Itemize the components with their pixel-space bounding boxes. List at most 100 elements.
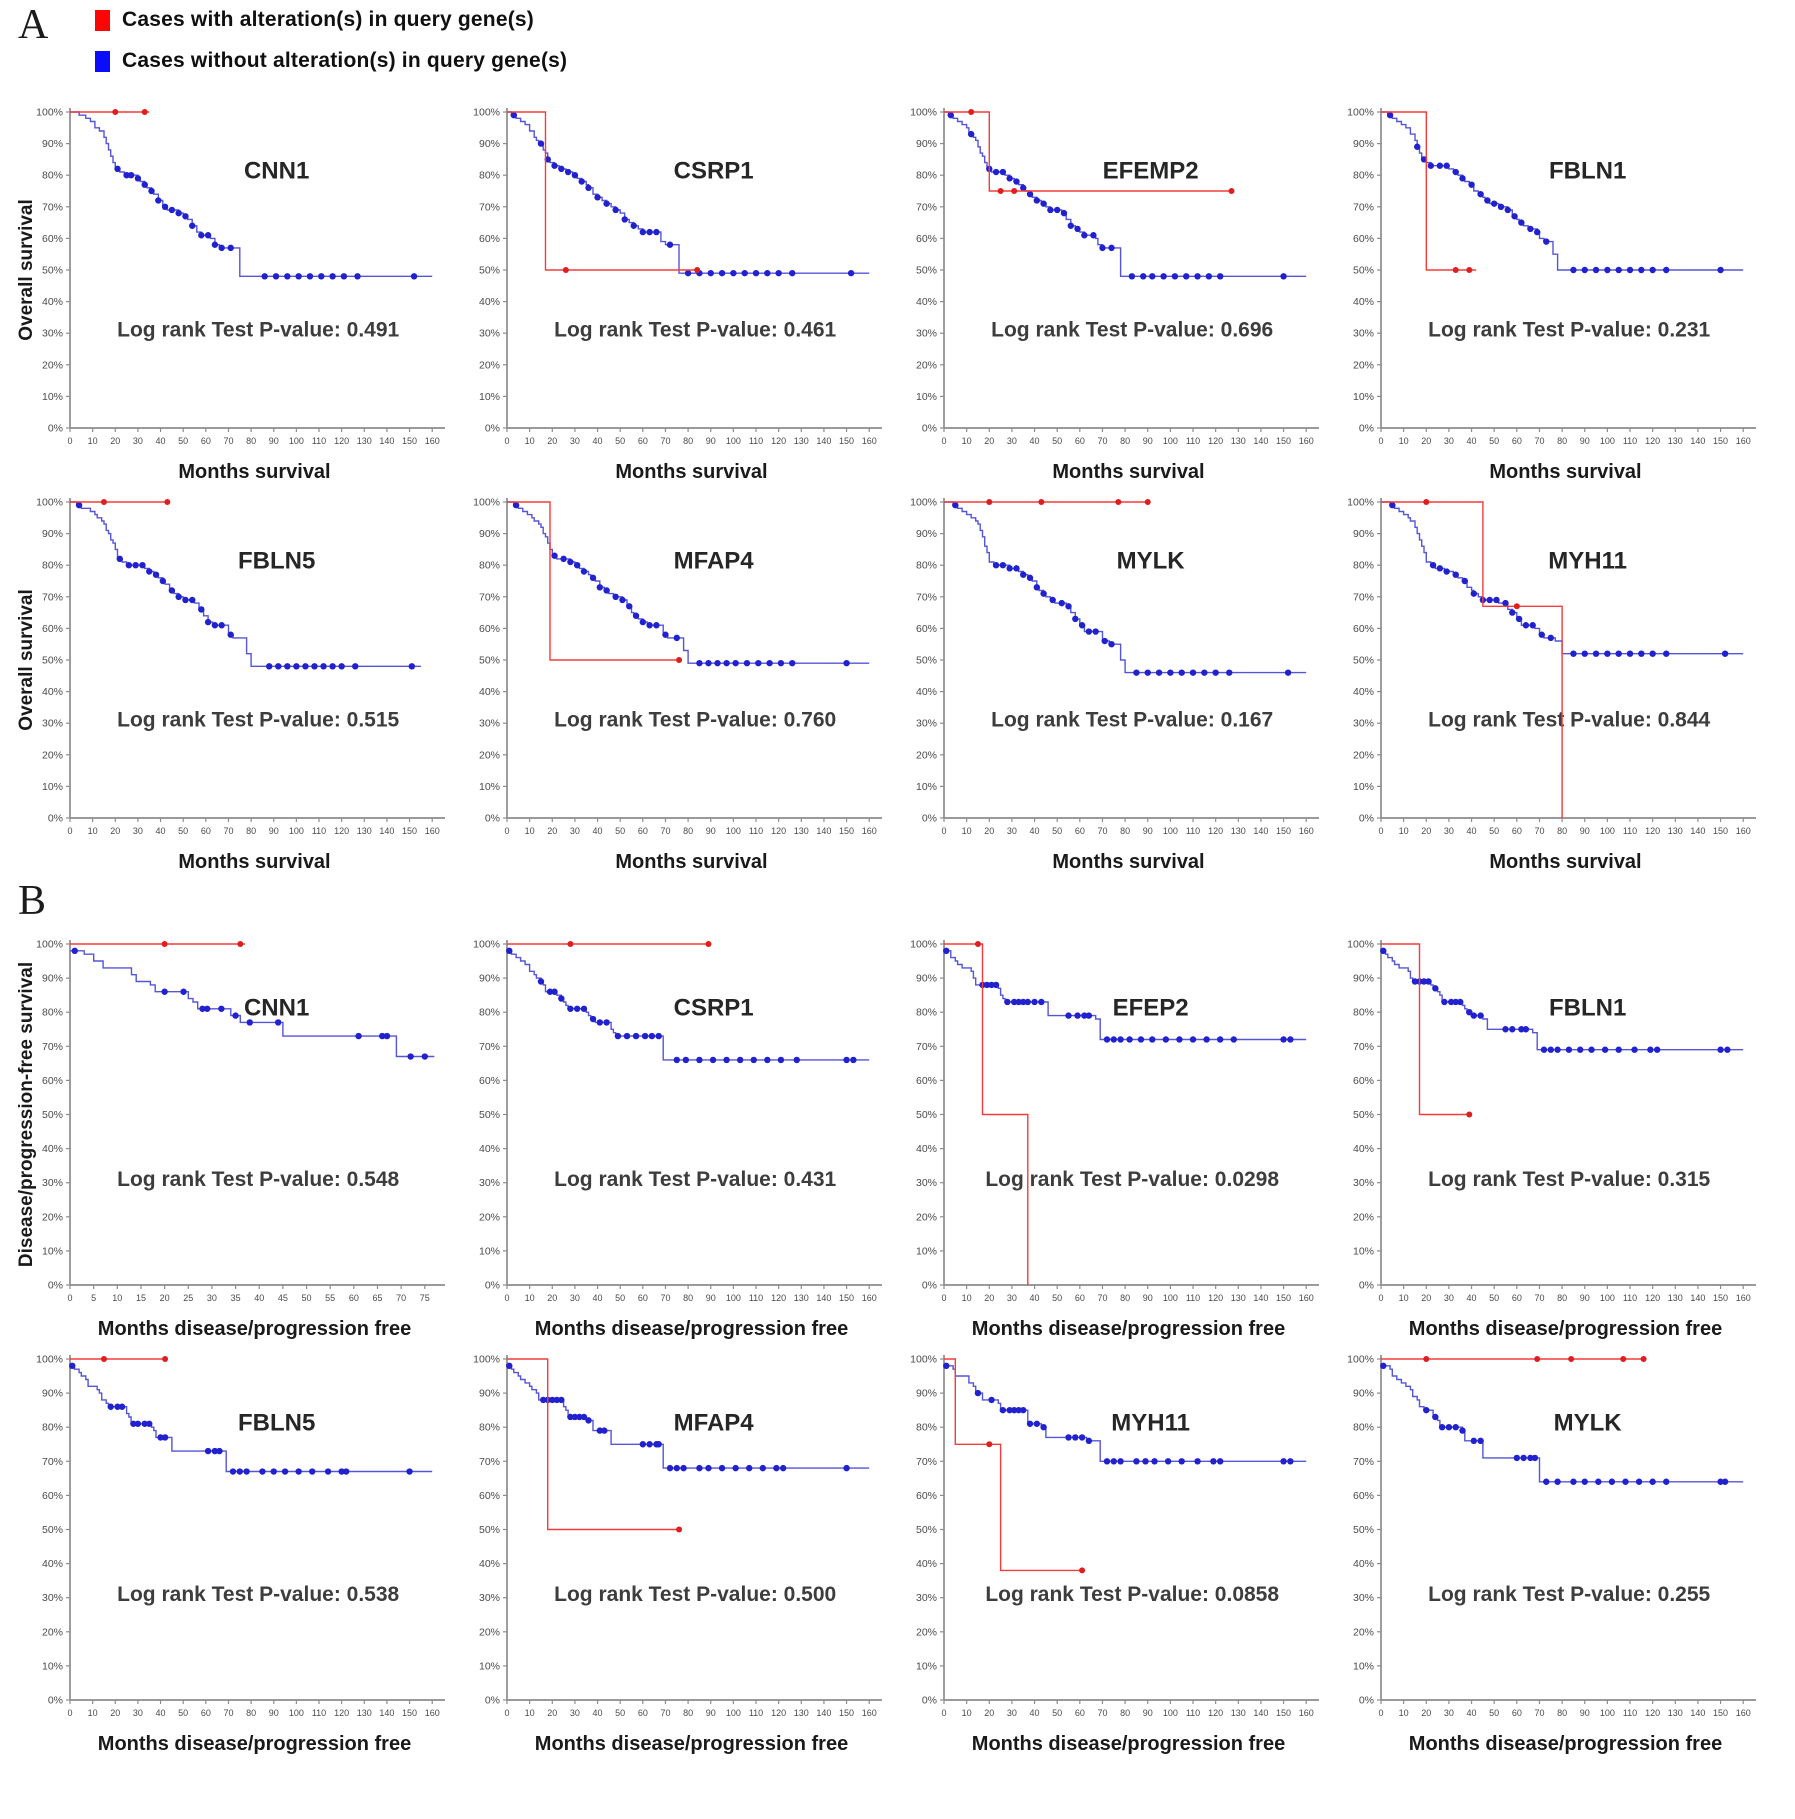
censor-marker-blue xyxy=(118,1403,126,1410)
x-axis-title: Months survival xyxy=(1052,851,1204,873)
x-axis-title: Months survival xyxy=(178,851,330,873)
censor-marker-blue xyxy=(714,659,721,667)
y-tick-label: 20% xyxy=(916,1626,937,1638)
x-tick-label: 50 xyxy=(1489,436,1499,446)
censor-marker-blue xyxy=(512,501,520,509)
x-tick-label: 50 xyxy=(615,826,625,836)
censor-marker-blue xyxy=(232,1012,239,1019)
x-tick-label: 80 xyxy=(1557,1293,1567,1303)
x-tick-label: 10 xyxy=(1399,1708,1409,1718)
censor-marker-blue xyxy=(705,659,712,667)
censor-marker-blue xyxy=(1090,232,1097,239)
km-curve-blue xyxy=(1381,111,1744,271)
x-tick-label: 160 xyxy=(1299,826,1314,836)
x-axis-title: Months disease/progression free xyxy=(972,1318,1285,1340)
y-tick-label: 20% xyxy=(1353,749,1374,761)
x-tick-label: 50 xyxy=(1052,1708,1062,1718)
x-tick-label: 100 xyxy=(1163,1708,1178,1718)
x-tick-label: 10 xyxy=(525,1293,535,1303)
censor-marker-blue xyxy=(1210,1458,1217,1465)
y-tick-label: 50% xyxy=(479,1109,500,1121)
censor-marker-blue xyxy=(180,988,187,995)
censor-marker-blue xyxy=(558,165,565,173)
censor-marker-blue xyxy=(641,1032,649,1040)
censor-marker-blue xyxy=(1608,1478,1616,1485)
y-tick-label: 60% xyxy=(479,623,500,635)
censor-marker-blue xyxy=(576,1413,583,1421)
censor-marker-blue xyxy=(775,269,782,277)
y-tick-label: 0% xyxy=(48,813,63,825)
y-tick-label: 90% xyxy=(42,138,63,150)
x-tick-label: 60 xyxy=(1512,1293,1522,1303)
censor-marker-blue xyxy=(338,663,345,670)
censor-marker-blue xyxy=(1547,1046,1554,1053)
censor-marker-blue xyxy=(218,622,225,629)
x-tick-label: 70 xyxy=(1097,826,1107,836)
y-tick-label: 10% xyxy=(916,1660,937,1672)
censor-marker-blue xyxy=(1020,998,1027,1006)
censor-marker-blue xyxy=(309,1468,316,1475)
censor-marker-blue xyxy=(141,1420,148,1427)
y-tick-label: 90% xyxy=(1353,138,1374,150)
x-tick-label: 120 xyxy=(771,436,786,446)
x-tick-label: 5 xyxy=(91,1293,96,1303)
x-tick-label: 40 xyxy=(1030,1708,1040,1718)
y-tick-label: 50% xyxy=(1353,265,1374,277)
censor-marker-blue xyxy=(1026,1420,1034,1427)
y-tick-label: 80% xyxy=(479,1422,500,1434)
x-tick-label: 90 xyxy=(706,826,716,836)
y-tick-label: 30% xyxy=(916,1592,937,1604)
x-tick-label: 150 xyxy=(839,826,854,836)
y-tick-label: 10% xyxy=(916,781,937,793)
x-tick-label: 110 xyxy=(1186,436,1200,446)
x-tick-label: 40 xyxy=(1467,826,1477,836)
censor-marker-blue xyxy=(1110,1036,1117,1043)
censor-marker-blue xyxy=(1065,1434,1072,1441)
x-tick-label: 90 xyxy=(1143,1708,1153,1718)
y-tick-label: 10% xyxy=(1353,1660,1374,1672)
y-tick-label: 100% xyxy=(473,939,500,951)
km-chart-a-mylk: 0% 10% 20% 30% 40% 50% 60% 70% 80% 90% 100% 0 10 20 30… xyxy=(910,497,1319,873)
censor-marker-blue xyxy=(1038,998,1045,1006)
x-tick-label: 130 xyxy=(1668,1293,1683,1303)
censor-marker-blue xyxy=(1724,1046,1731,1053)
x-tick-label: 120 xyxy=(1208,1708,1223,1718)
x-tick-label: 30 xyxy=(1444,436,1454,446)
y-tick-label: 10% xyxy=(916,391,937,403)
gene-title: EFEMP2 xyxy=(1103,157,1199,184)
x-tick-label: 60 xyxy=(1075,436,1085,446)
y-tick-label: 70% xyxy=(479,1456,500,1468)
censor-marker-blue xyxy=(1026,190,1034,198)
km-chart-a-fbln5: 0% 10% 20% 30% 40% 50% 60% 70% 80% 90% 100% 0 10 20 30… xyxy=(18,497,445,873)
censor-marker-blue xyxy=(551,988,558,995)
y-tick-label: 20% xyxy=(42,749,63,761)
y-tick-label: 50% xyxy=(42,1524,63,1536)
censor-marker-blue xyxy=(967,130,975,138)
censor-marker-blue xyxy=(1117,1036,1124,1043)
km-curve-blue xyxy=(507,1365,870,1469)
censor-marker-blue xyxy=(1504,206,1511,214)
censor-marker-blue xyxy=(1040,200,1047,207)
x-tick-label: 90 xyxy=(1143,1293,1153,1303)
x-tick-label: 40 xyxy=(1467,1293,1477,1303)
x-tick-label: 140 xyxy=(816,1293,831,1303)
x-tick-label: 30 xyxy=(133,436,143,446)
x-tick-label: 120 xyxy=(1208,826,1223,836)
censor-marker-blue xyxy=(943,947,950,955)
x-axis-title: Months disease/progression free xyxy=(98,1318,411,1340)
censor-marker-blue xyxy=(596,1427,604,1434)
y-tick-label: 80% xyxy=(1353,1007,1374,1019)
censor-marker-blue xyxy=(338,1468,345,1475)
x-tick-label: 110 xyxy=(1186,1293,1200,1303)
censor-marker-blue xyxy=(1622,1478,1629,1485)
censor-marker-blue xyxy=(134,1420,142,1427)
censor-marker-blue xyxy=(107,1403,114,1410)
km-curve-blue xyxy=(944,111,1307,277)
y-tick-label: 20% xyxy=(1353,359,1374,371)
x-axis-title: Months disease/progression free xyxy=(535,1318,848,1340)
censor-marker-blue xyxy=(988,1396,995,1404)
km-curve-blue xyxy=(70,1365,433,1473)
censor-marker-blue xyxy=(764,1056,771,1064)
censor-marker-blue xyxy=(632,1032,640,1040)
censor-marker-blue xyxy=(1194,273,1201,280)
